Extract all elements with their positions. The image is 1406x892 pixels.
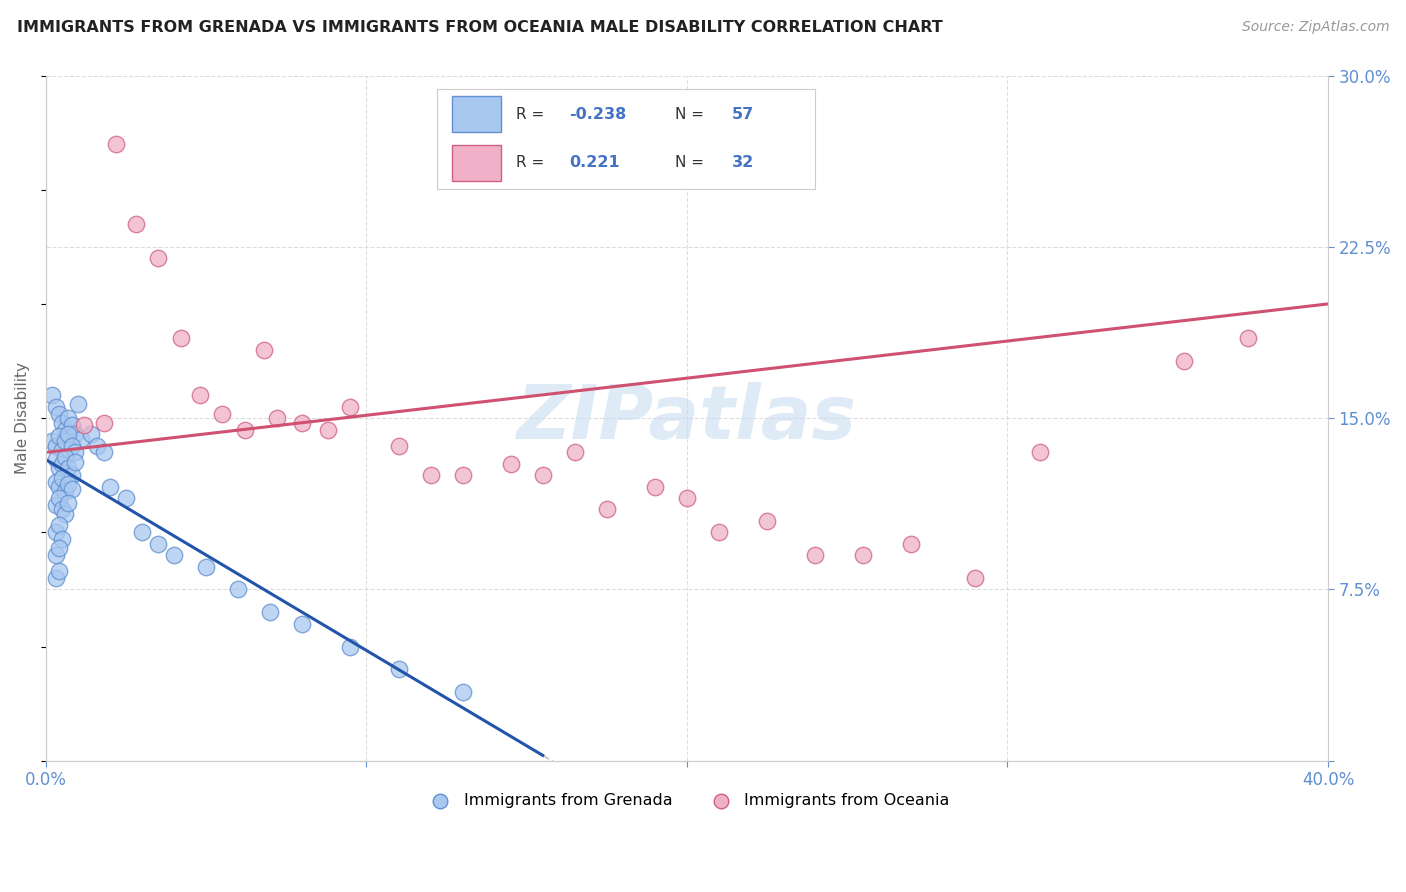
Point xyxy=(131,525,153,540)
Point xyxy=(63,427,86,442)
Point xyxy=(66,397,89,411)
Point xyxy=(291,616,314,631)
Point xyxy=(804,548,827,562)
Point xyxy=(48,480,70,494)
Point xyxy=(900,537,922,551)
Point xyxy=(259,605,281,619)
Point xyxy=(169,331,191,345)
Point xyxy=(80,427,103,442)
Point xyxy=(53,423,76,437)
Point xyxy=(596,502,619,516)
Point xyxy=(51,416,73,430)
Point xyxy=(1237,331,1260,345)
Point xyxy=(339,640,361,654)
Point xyxy=(146,537,169,551)
Legend: Immigrants from Grenada, Immigrants from Oceania: Immigrants from Grenada, Immigrants from… xyxy=(418,787,956,814)
Point xyxy=(45,571,67,585)
Point xyxy=(45,498,67,512)
Point xyxy=(86,438,108,452)
Point xyxy=(105,136,128,151)
Point xyxy=(291,416,314,430)
Point xyxy=(419,468,441,483)
Point xyxy=(63,454,86,468)
Point xyxy=(387,438,409,452)
Point xyxy=(48,541,70,556)
Point xyxy=(1173,354,1195,368)
Point xyxy=(60,417,83,432)
Point xyxy=(51,443,73,458)
Point xyxy=(48,564,70,578)
Point xyxy=(965,571,987,585)
Point xyxy=(45,525,67,540)
Point xyxy=(45,475,67,489)
Point xyxy=(451,685,474,699)
Point xyxy=(564,445,586,459)
Point xyxy=(60,438,83,452)
Point xyxy=(387,662,409,676)
Point xyxy=(188,388,211,402)
Point xyxy=(266,411,288,425)
Point xyxy=(60,468,83,483)
Point xyxy=(53,507,76,521)
Point xyxy=(125,217,148,231)
Text: ZIPatlas: ZIPatlas xyxy=(517,382,858,455)
Point xyxy=(316,423,339,437)
Point xyxy=(644,480,666,494)
Point xyxy=(756,514,779,528)
Point xyxy=(226,582,249,597)
Point xyxy=(93,416,115,430)
Point xyxy=(676,491,699,505)
Point xyxy=(451,468,474,483)
Point xyxy=(70,432,93,446)
Point xyxy=(51,470,73,484)
Point xyxy=(63,445,86,459)
Point xyxy=(48,407,70,421)
Point xyxy=(48,429,70,443)
Point xyxy=(48,491,70,505)
Point xyxy=(41,434,63,448)
Y-axis label: Male Disability: Male Disability xyxy=(15,362,30,475)
Point xyxy=(93,445,115,459)
Point xyxy=(51,502,73,516)
Point xyxy=(58,427,80,442)
Point xyxy=(53,450,76,464)
Point xyxy=(45,400,67,414)
Point xyxy=(48,461,70,475)
Point xyxy=(115,491,138,505)
Point xyxy=(45,452,67,467)
Point xyxy=(211,407,233,421)
Point xyxy=(60,482,83,496)
Point xyxy=(58,477,80,491)
Point xyxy=(499,457,522,471)
Point xyxy=(146,252,169,266)
Point xyxy=(51,457,73,471)
Point xyxy=(51,532,73,546)
Point xyxy=(339,400,361,414)
Point xyxy=(163,548,186,562)
Point xyxy=(45,548,67,562)
Text: IMMIGRANTS FROM GRENADA VS IMMIGRANTS FROM OCEANIA MALE DISABILITY CORRELATION C: IMMIGRANTS FROM GRENADA VS IMMIGRANTS FR… xyxy=(17,20,942,35)
Point xyxy=(707,525,730,540)
Point xyxy=(53,484,76,499)
Text: Source: ZipAtlas.com: Source: ZipAtlas.com xyxy=(1241,20,1389,34)
Point xyxy=(852,548,875,562)
Point xyxy=(41,388,63,402)
Point xyxy=(53,434,76,448)
Point xyxy=(1028,445,1050,459)
Point xyxy=(73,417,96,432)
Point xyxy=(531,468,554,483)
Point xyxy=(48,518,70,533)
Point xyxy=(58,461,80,475)
Point xyxy=(253,343,276,357)
Point xyxy=(45,438,67,452)
Point xyxy=(58,411,80,425)
Point xyxy=(233,423,256,437)
Point xyxy=(58,495,80,509)
Point xyxy=(195,559,218,574)
Point xyxy=(98,480,121,494)
